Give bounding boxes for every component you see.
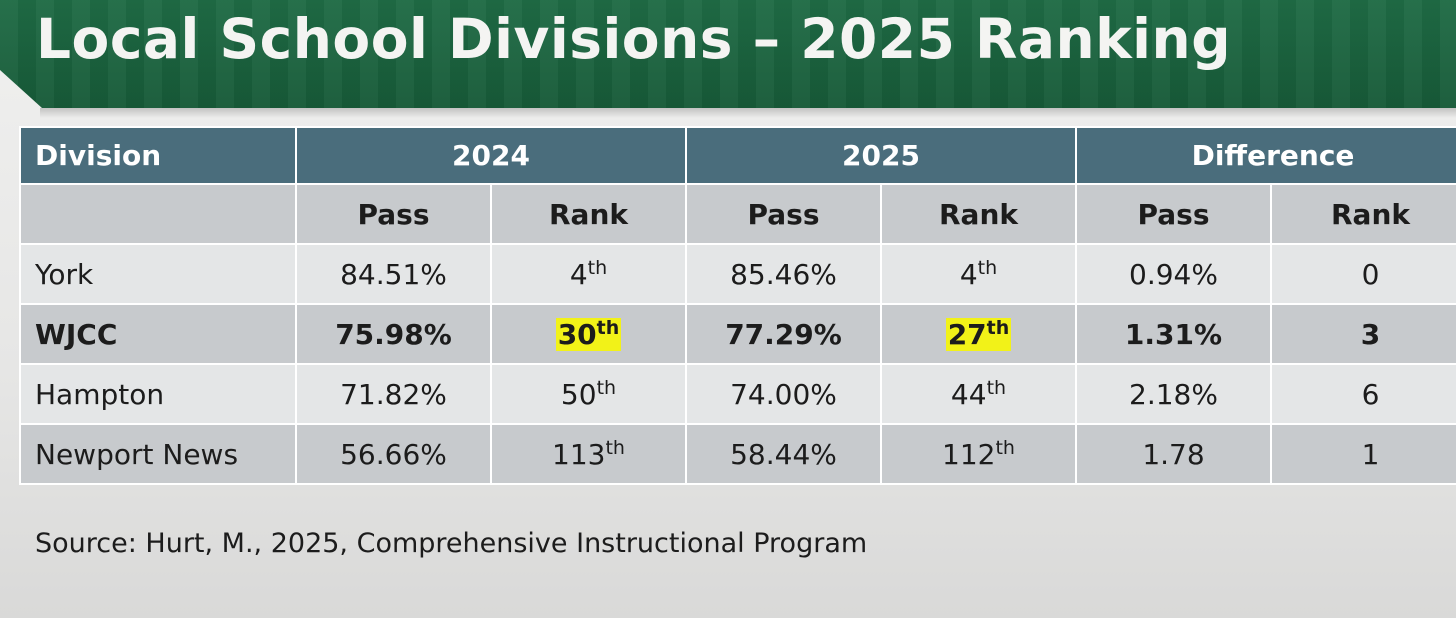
rank-number: 4 (569, 257, 588, 291)
rank-number: 4 (959, 257, 978, 291)
subheader-pass-difference: Pass (1075, 183, 1272, 245)
title-banner-shadow (40, 108, 1456, 118)
rank-difference: 0 (1270, 243, 1456, 305)
title-banner (0, 0, 1456, 108)
pass-difference: 0.94% (1075, 243, 1272, 305)
rank-number: 27 (947, 317, 987, 351)
table-subheader-row: Pass Rank Pass Rank Pass Rank (19, 183, 1456, 245)
rank-number: 30 (557, 317, 597, 351)
table-row-york: York 84.51% 4th 85.46% 4th 0.94% 0 (19, 243, 1456, 305)
pass-difference: 1.78 (1075, 423, 1272, 485)
rank-highlight: 30th (555, 316, 622, 351)
rank-2024: 4th (490, 243, 687, 305)
pass-2025: 58.44% (685, 423, 882, 485)
rank-2024: 30th (490, 303, 687, 365)
division-name: WJCC (19, 303, 297, 365)
pass-difference: 1.31% (1075, 303, 1272, 365)
division-column-header: Division (19, 126, 297, 185)
rank-2024: 113th (490, 423, 687, 485)
year-2024-header: 2024 (295, 126, 687, 185)
source-citation: Source: Hurt, M., 2025, Comprehensive In… (35, 528, 868, 559)
rank-number: 44 (950, 377, 987, 411)
rank-2025: 4th (880, 243, 1077, 305)
pass-2025: 74.00% (685, 363, 882, 425)
table-row-newport-news: Newport News 56.66% 113th 58.44% 112th 1… (19, 423, 1456, 485)
subheader-blank (19, 183, 297, 245)
table-group-header-row: Division 2024 2025 Difference (19, 126, 1456, 185)
pass-2024: 75.98% (295, 303, 492, 365)
rank-difference: 6 (1270, 363, 1456, 425)
subheader-rank-2025: Rank (880, 183, 1077, 245)
rank-2024: 50th (490, 363, 687, 425)
ordinal-suffix: th (605, 436, 625, 459)
ordinal-suffix: th (986, 376, 1007, 399)
subheader-rank-difference: Rank (1270, 183, 1456, 245)
page-title: Local School Divisions – 2025 Ranking (36, 7, 1232, 71)
ordinal-suffix: th (587, 256, 608, 279)
rank-number: 112 (942, 437, 996, 471)
ordinal-suffix: th (995, 436, 1015, 459)
rank-2025: 112th (880, 423, 1077, 485)
table-row-wjcc: WJCC 75.98% 30th 77.29% 27th 1.31% 3 (19, 303, 1456, 365)
subheader-pass-2025: Pass (685, 183, 882, 245)
ranking-table: Division 2024 2025 Difference Pass Rank … (19, 126, 1456, 485)
pass-2025: 85.46% (685, 243, 882, 305)
pass-2024: 71.82% (295, 363, 492, 425)
table-row-hampton: Hampton 71.82% 50th 74.00% 44th 2.18% 6 (19, 363, 1456, 425)
pass-2024: 56.66% (295, 423, 492, 485)
rank-number: 50 (560, 377, 597, 411)
rank-2025: 44th (880, 363, 1077, 425)
subheader-pass-2024: Pass (295, 183, 492, 245)
pass-2025: 77.29% (685, 303, 882, 365)
division-name: York (19, 243, 297, 305)
rank-highlight: 27th (945, 316, 1012, 351)
rank-difference: 1 (1270, 423, 1456, 485)
ordinal-suffix: th (596, 376, 617, 399)
year-2025-header: 2025 (685, 126, 1077, 185)
pass-2024: 84.51% (295, 243, 492, 305)
ordinal-suffix: th (986, 316, 1010, 339)
subheader-rank-2024: Rank (490, 183, 687, 245)
ordinal-suffix: th (977, 256, 998, 279)
rank-number: 113 (552, 437, 606, 471)
rank-2025: 27th (880, 303, 1077, 365)
division-name: Hampton (19, 363, 297, 425)
pass-difference: 2.18% (1075, 363, 1272, 425)
rank-difference: 3 (1270, 303, 1456, 365)
difference-header: Difference (1075, 126, 1456, 185)
ordinal-suffix: th (596, 316, 620, 339)
division-name: Newport News (19, 423, 297, 485)
